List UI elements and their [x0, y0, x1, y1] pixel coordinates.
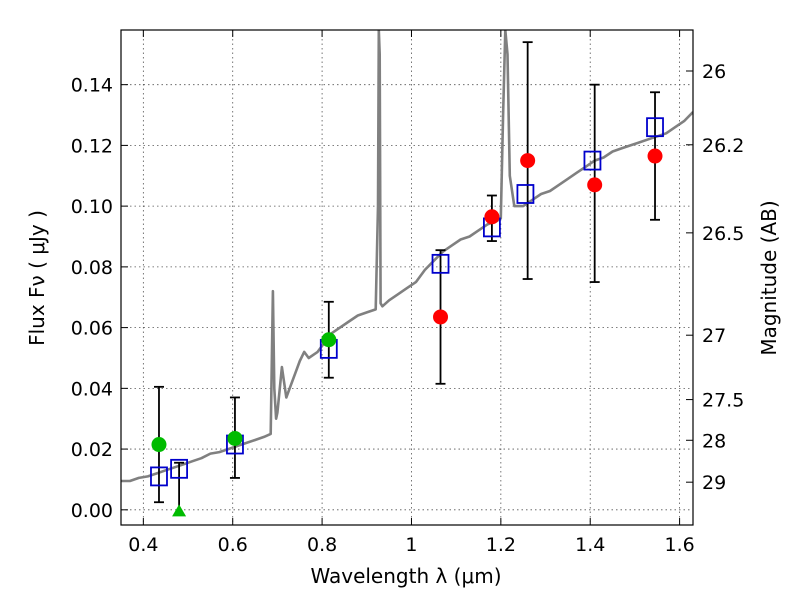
magnitude-tick-label: 26: [702, 61, 726, 83]
x-axis-ticks: 0.4 0.6 0.8 1 1.2 1.4 1.6: [128, 30, 695, 556]
y-tick-label: 0.12: [71, 135, 113, 157]
grid-lines: [121, 30, 693, 525]
observed-red-point: [587, 177, 603, 193]
y-tick-label: 0.14: [71, 75, 113, 97]
observed-red-point: [484, 209, 500, 225]
magnitude-tick-label: 28: [702, 430, 726, 452]
magnitude-axis-label: Magnitude (AB): [757, 200, 781, 355]
model-flux-square: [170, 458, 188, 479]
observed-green-point: [151, 437, 167, 453]
upper-limit-marker: [172, 504, 187, 517]
y-tick-label: 0.00: [71, 500, 113, 522]
x-tick-label: 1.6: [664, 534, 694, 556]
x-tick-label: 1: [405, 534, 417, 556]
y-axis-ticks: 0.00 0.02 0.04 0.06 0.08 0.10 0.12 0.14: [71, 75, 128, 522]
observed-red-point: [647, 148, 663, 164]
magnitude-tick-label: 29: [702, 472, 726, 494]
x-tick-label: 0.4: [128, 534, 158, 556]
y-tick-label: 0.10: [71, 196, 113, 218]
plot-frame: [120, 29, 694, 526]
x-tick-label: 0.8: [307, 534, 337, 556]
x-tick-label: 0.6: [218, 534, 248, 556]
y-tick-label: 0.02: [71, 439, 113, 461]
y-tick-label: 0.04: [71, 378, 113, 400]
markers-layer: [150, 117, 664, 517]
observed-green-point: [321, 332, 337, 348]
magnitude-axis-ticks: 26 26.2 26.5 27 27.5 28 29: [686, 61, 744, 494]
template-spectrum-layer: [121, 30, 693, 483]
magnitude-tick-label: 26.2: [702, 135, 744, 157]
model-flux-square: [646, 117, 664, 138]
y-tick-label: 0.08: [71, 257, 113, 279]
magnitude-tick-label: 27.5: [702, 390, 744, 412]
model-flux-square: [516, 184, 535, 204]
observed-green-point: [227, 430, 243, 446]
model-flux-square: [150, 466, 168, 487]
magnitude-tick-label: 27: [702, 325, 726, 347]
template-spectrum-line: [121, 30, 693, 483]
x-tick-label: 1.4: [575, 534, 605, 556]
x-axis-label: Wavelength λ (μm): [310, 564, 501, 588]
model-flux-square: [431, 253, 450, 274]
y-axis-label: Flux Fν ( μJy ): [25, 210, 49, 346]
y-tick-label: 0.06: [71, 318, 113, 340]
magnitude-tick-label: 26.5: [702, 223, 744, 245]
x-tick-label: 1.2: [486, 534, 516, 556]
model-flux-square: [583, 150, 602, 171]
observed-red-point: [433, 309, 449, 325]
observed-red-point: [520, 153, 536, 169]
